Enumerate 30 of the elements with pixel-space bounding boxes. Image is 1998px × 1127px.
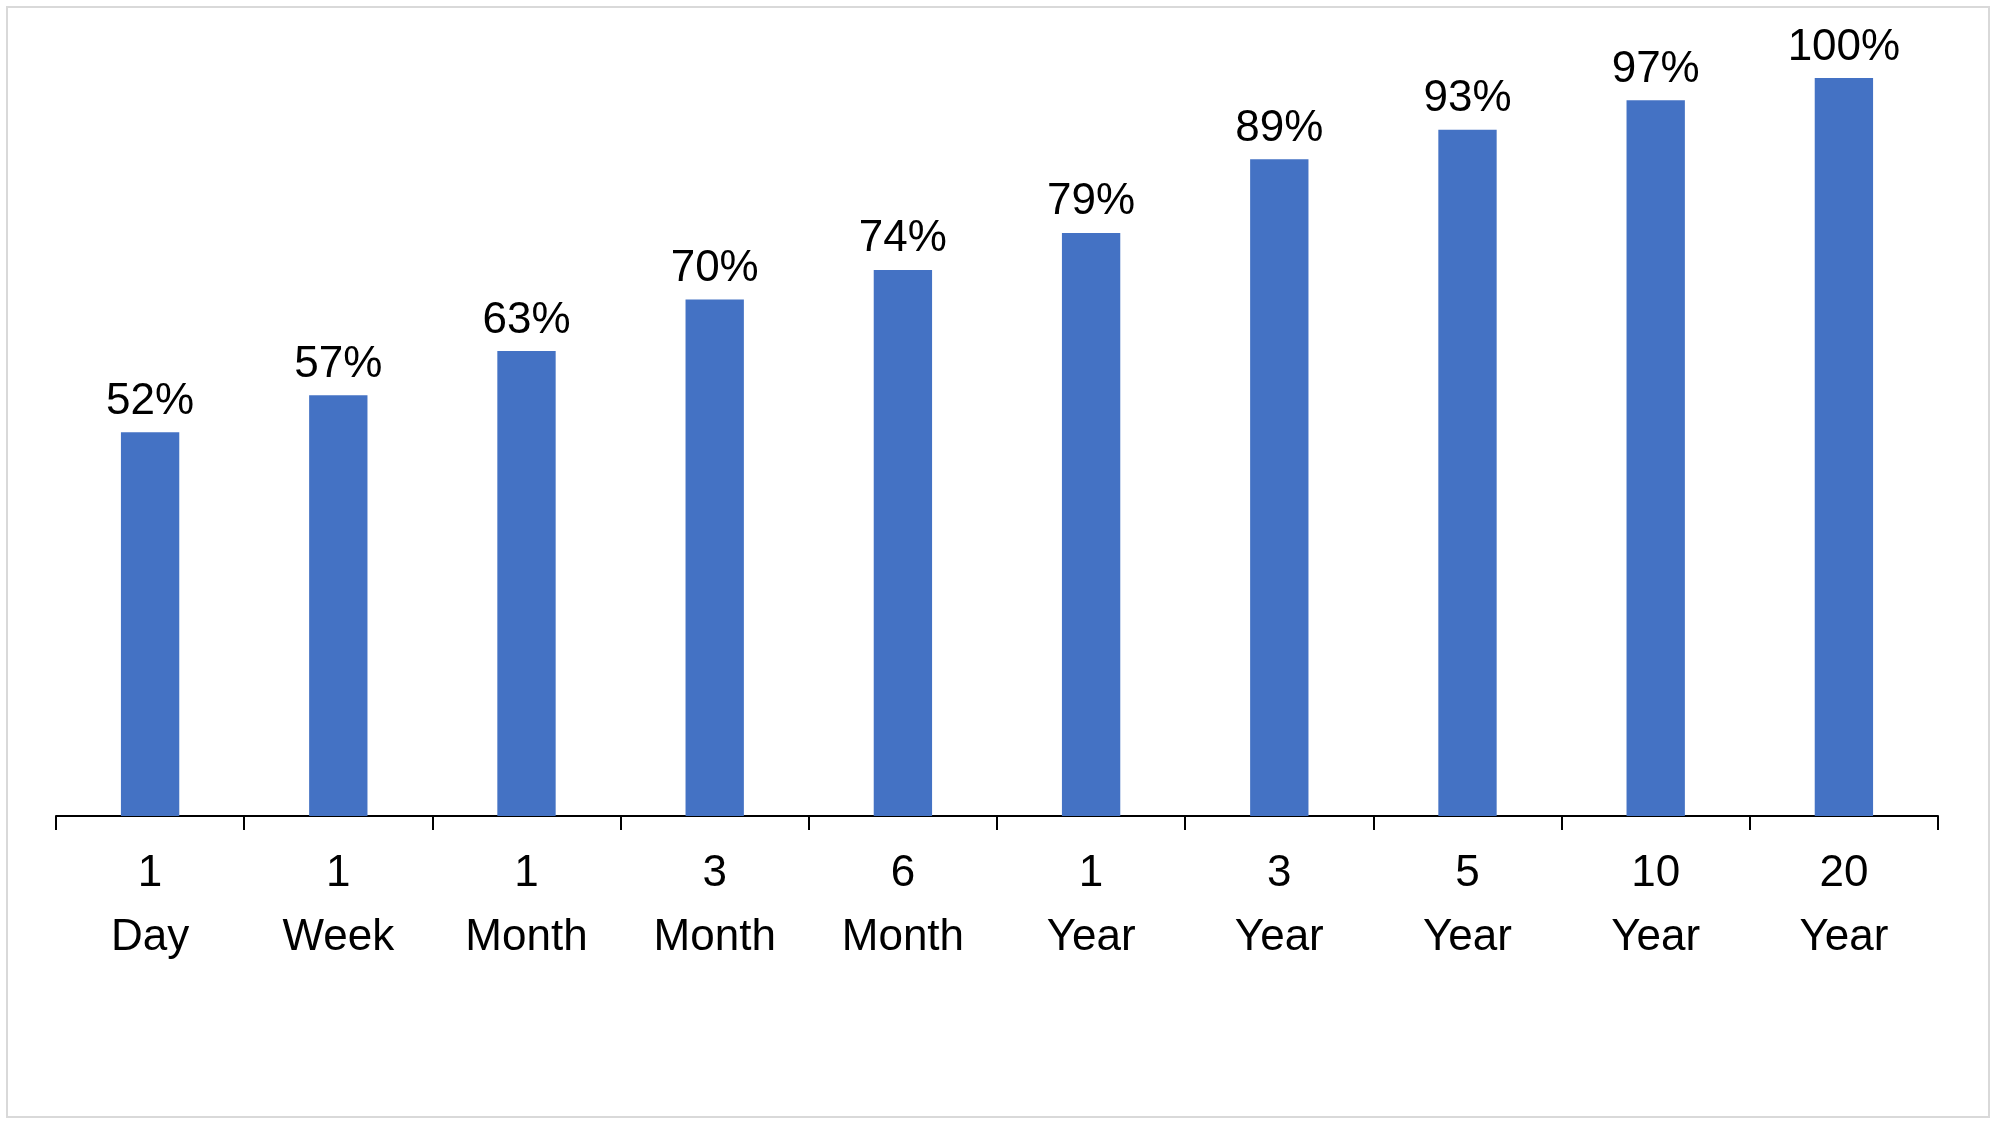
x-tick-label: 1 Day — [110, 845, 190, 959]
x-tick-label: 3 Year — [1234, 845, 1324, 959]
x-tick-label: 6 Month — [841, 845, 965, 959]
bar — [1250, 159, 1309, 816]
bar — [1814, 78, 1874, 816]
x-tick-label: 1 Year — [1046, 845, 1136, 959]
data-label: 63% — [482, 292, 571, 342]
data-label: 97% — [1611, 41, 1700, 91]
x-tick-label: 5 Year — [1423, 845, 1512, 959]
data-label: 74% — [858, 211, 947, 261]
data-label: 89% — [1235, 100, 1324, 150]
bar — [685, 299, 744, 816]
data-label: 79% — [1047, 174, 1136, 224]
data-label: 100% — [1787, 19, 1901, 69]
x-tick-label: 3 Month — [653, 845, 776, 959]
bar — [120, 432, 180, 816]
bar — [1061, 232, 1121, 816]
x-tick-label: 1 Week — [282, 845, 396, 959]
data-label: 93% — [1423, 71, 1512, 121]
data-label: 52% — [106, 373, 195, 423]
x-tick-label: 10 Year — [1611, 845, 1701, 959]
bar — [309, 395, 368, 816]
bar — [1626, 100, 1685, 816]
bar — [1438, 129, 1497, 816]
x-tick-label: 1 Month — [465, 845, 588, 959]
bar — [873, 269, 933, 816]
data-label: 70% — [670, 240, 759, 290]
bar — [497, 351, 556, 816]
data-label: 57% — [294, 336, 383, 386]
x-tick-label: 20 Year — [1799, 845, 1889, 959]
